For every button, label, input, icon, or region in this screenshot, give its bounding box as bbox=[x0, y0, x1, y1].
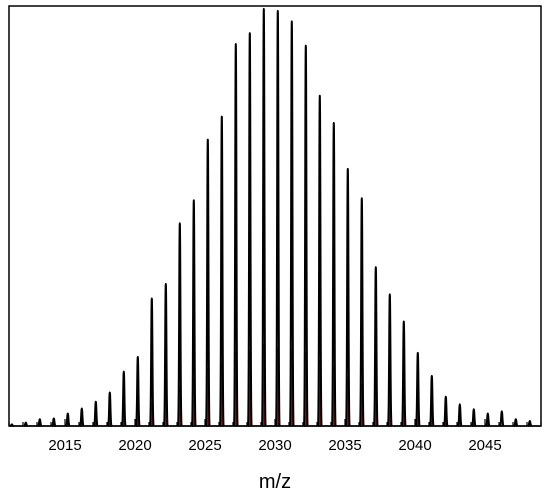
black-peak bbox=[274, 9, 281, 427]
black-peak bbox=[428, 374, 435, 427]
black-peak bbox=[78, 407, 85, 427]
black-peak bbox=[456, 403, 463, 427]
black-peak bbox=[527, 419, 533, 427]
black-peak bbox=[498, 410, 505, 427]
black-peak bbox=[260, 7, 267, 427]
x-tick-label: 2015 bbox=[48, 437, 81, 454]
black-peak bbox=[344, 167, 351, 427]
x-tick-label: 2040 bbox=[398, 437, 431, 454]
black-peak bbox=[134, 356, 141, 427]
black-peak bbox=[37, 418, 43, 427]
x-tick-label: 2035 bbox=[328, 437, 361, 454]
x-tick-label: 2030 bbox=[258, 437, 291, 454]
x-tick-label: 2045 bbox=[468, 437, 501, 454]
black-peak bbox=[414, 351, 421, 427]
black-peak bbox=[442, 395, 449, 427]
black-peak bbox=[148, 297, 155, 427]
black-peak bbox=[106, 391, 113, 427]
x-axis: 2015 2020 2025 2030 2035 2040 2045 bbox=[8, 419, 542, 454]
black-peak bbox=[513, 418, 519, 427]
black-peak bbox=[358, 197, 365, 427]
black-peak bbox=[64, 412, 71, 427]
black-peak bbox=[50, 417, 57, 427]
black-peak bbox=[120, 370, 127, 427]
plot-frame bbox=[8, 5, 542, 427]
black-peak bbox=[176, 222, 183, 427]
black-peak bbox=[288, 20, 295, 427]
peaks-layer bbox=[9, 7, 541, 427]
black-peak bbox=[372, 266, 379, 427]
black-peak bbox=[190, 199, 197, 427]
black-peak bbox=[92, 400, 99, 427]
black-peak bbox=[204, 138, 211, 427]
black-peak bbox=[470, 408, 477, 427]
black-peak bbox=[400, 320, 407, 427]
x-tick-label: 2020 bbox=[118, 437, 151, 454]
black-peak bbox=[316, 94, 323, 427]
black-peak bbox=[246, 32, 253, 427]
black-peak bbox=[302, 44, 309, 427]
x-axis-title: m/z bbox=[259, 471, 291, 493]
black-peak bbox=[218, 115, 225, 427]
black-peak bbox=[330, 121, 337, 427]
x-tick-label: 2025 bbox=[188, 437, 221, 454]
black-peak bbox=[162, 282, 169, 427]
black-peak bbox=[484, 412, 491, 427]
black-peak bbox=[386, 293, 393, 427]
black-peak bbox=[232, 42, 239, 427]
